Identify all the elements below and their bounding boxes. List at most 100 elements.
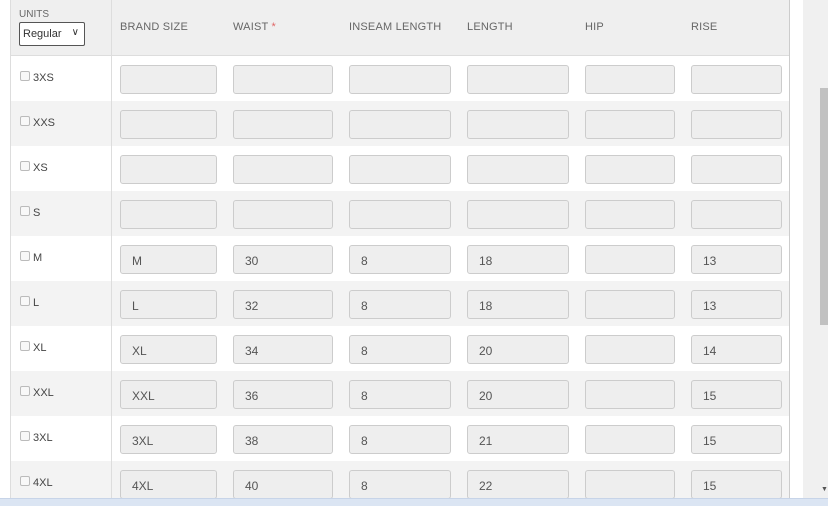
- column-header-label: HIP: [585, 21, 604, 33]
- hip-input[interactable]: [585, 245, 675, 274]
- inseam-length-input[interactable]: [349, 110, 451, 139]
- waist-input[interactable]: 32: [233, 290, 333, 319]
- rise-input[interactable]: [691, 65, 782, 94]
- waist-input[interactable]: 38: [233, 425, 333, 454]
- size-checkbox[interactable]: [20, 161, 30, 171]
- size-checkbox[interactable]: [20, 116, 30, 126]
- waist-input[interactable]: 40: [233, 470, 333, 498]
- size-label: 3XL: [33, 432, 53, 444]
- size-label: XL: [33, 342, 47, 354]
- size-label: XXL: [33, 387, 54, 399]
- hip-input[interactable]: [585, 155, 675, 184]
- column-divider: [111, 0, 112, 498]
- length-input[interactable]: [467, 200, 569, 229]
- brand-size-input[interactable]: [120, 65, 217, 94]
- rise-input[interactable]: 13: [691, 245, 782, 274]
- waist-input[interactable]: 34: [233, 335, 333, 364]
- length-input[interactable]: 18: [467, 290, 569, 319]
- size-checkbox[interactable]: [20, 476, 30, 486]
- hip-input[interactable]: [585, 290, 675, 319]
- length-input[interactable]: [467, 110, 569, 139]
- size-label: 4XL: [33, 477, 53, 489]
- units-select[interactable]: Regular ∨: [19, 22, 85, 46]
- scrollbar-thumb[interactable]: [820, 88, 828, 325]
- table-row: XS: [11, 146, 789, 191]
- rise-input[interactable]: 15: [691, 380, 782, 409]
- inseam-length-input[interactable]: 8: [349, 335, 451, 364]
- column-header-length: LENGTH: [467, 21, 513, 33]
- length-input[interactable]: [467, 155, 569, 184]
- size-chart-table: UNITS Regular ∨ BRAND SIZE WAIST * INSEAM L…: [10, 0, 790, 498]
- inseam-length-input[interactable]: [349, 155, 451, 184]
- inseam-length-input[interactable]: 8: [349, 290, 451, 319]
- brand-size-input[interactable]: [120, 110, 217, 139]
- rise-input[interactable]: [691, 155, 782, 184]
- rise-input[interactable]: [691, 110, 782, 139]
- length-input[interactable]: 21: [467, 425, 569, 454]
- brand-size-input[interactable]: 3XL: [120, 425, 217, 454]
- units-label: UNITS: [19, 9, 49, 20]
- brand-size-input[interactable]: L: [120, 290, 217, 319]
- bottom-bar: [0, 498, 828, 506]
- waist-input[interactable]: [233, 110, 333, 139]
- size-checkbox[interactable]: [20, 296, 30, 306]
- column-header-waist: WAIST *: [233, 21, 276, 33]
- size-checkbox[interactable]: [20, 341, 30, 351]
- table-row: 3XL 3XL 38 8 21 15: [11, 416, 789, 461]
- size-label: L: [33, 297, 40, 309]
- brand-size-input[interactable]: M: [120, 245, 217, 274]
- length-input[interactable]: 18: [467, 245, 569, 274]
- length-input[interactable]: 22: [467, 470, 569, 498]
- size-checkbox[interactable]: [20, 206, 30, 216]
- scroll-down-arrow-icon[interactable]: ▼: [821, 486, 828, 493]
- rise-input[interactable]: 14: [691, 335, 782, 364]
- length-input[interactable]: 20: [467, 380, 569, 409]
- waist-input[interactable]: 30: [233, 245, 333, 274]
- hip-input[interactable]: [585, 200, 675, 229]
- inseam-length-input[interactable]: 8: [349, 245, 451, 274]
- column-header-hip: HIP: [585, 21, 604, 33]
- inseam-length-input[interactable]: 8: [349, 470, 451, 498]
- rise-input[interactable]: [691, 200, 782, 229]
- table-row: S: [11, 191, 789, 236]
- table-row: XXL XXL 36 8 20 15: [11, 371, 789, 416]
- waist-input[interactable]: 36: [233, 380, 333, 409]
- rise-input[interactable]: 15: [691, 425, 782, 454]
- rise-input[interactable]: 15: [691, 470, 782, 498]
- rise-input[interactable]: 13: [691, 290, 782, 319]
- hip-input[interactable]: [585, 380, 675, 409]
- size-label: XS: [33, 162, 48, 174]
- size-checkbox[interactable]: [20, 386, 30, 396]
- brand-size-input[interactable]: [120, 155, 217, 184]
- column-header-label: WAIST: [233, 21, 269, 33]
- table-row: XL XL 34 8 20 14: [11, 326, 789, 371]
- waist-input[interactable]: [233, 200, 333, 229]
- chevron-down-icon: ∨: [71, 27, 79, 38]
- hip-input[interactable]: [585, 425, 675, 454]
- size-label: M: [33, 252, 43, 264]
- size-label: 3XS: [33, 72, 54, 84]
- required-marker: *: [271, 21, 276, 33]
- brand-size-input[interactable]: 4XL: [120, 470, 217, 498]
- waist-input[interactable]: [233, 155, 333, 184]
- inseam-length-input[interactable]: 8: [349, 425, 451, 454]
- length-input[interactable]: 20: [467, 335, 569, 364]
- hip-input[interactable]: [585, 470, 675, 498]
- brand-size-input[interactable]: XL: [120, 335, 217, 364]
- column-header-label: RISE: [691, 21, 718, 33]
- table-row: L L 32 8 18 13: [11, 281, 789, 326]
- inseam-length-input[interactable]: [349, 200, 451, 229]
- waist-input[interactable]: [233, 65, 333, 94]
- length-input[interactable]: [467, 65, 569, 94]
- brand-size-input[interactable]: [120, 200, 217, 229]
- hip-input[interactable]: [585, 335, 675, 364]
- inseam-length-input[interactable]: 8: [349, 380, 451, 409]
- hip-input[interactable]: [585, 110, 675, 139]
- column-header-brand-size: BRAND SIZE: [120, 21, 188, 33]
- size-checkbox[interactable]: [20, 251, 30, 261]
- size-checkbox[interactable]: [20, 71, 30, 81]
- size-checkbox[interactable]: [20, 431, 30, 441]
- hip-input[interactable]: [585, 65, 675, 94]
- brand-size-input[interactable]: XXL: [120, 380, 217, 409]
- inseam-length-input[interactable]: [349, 65, 451, 94]
